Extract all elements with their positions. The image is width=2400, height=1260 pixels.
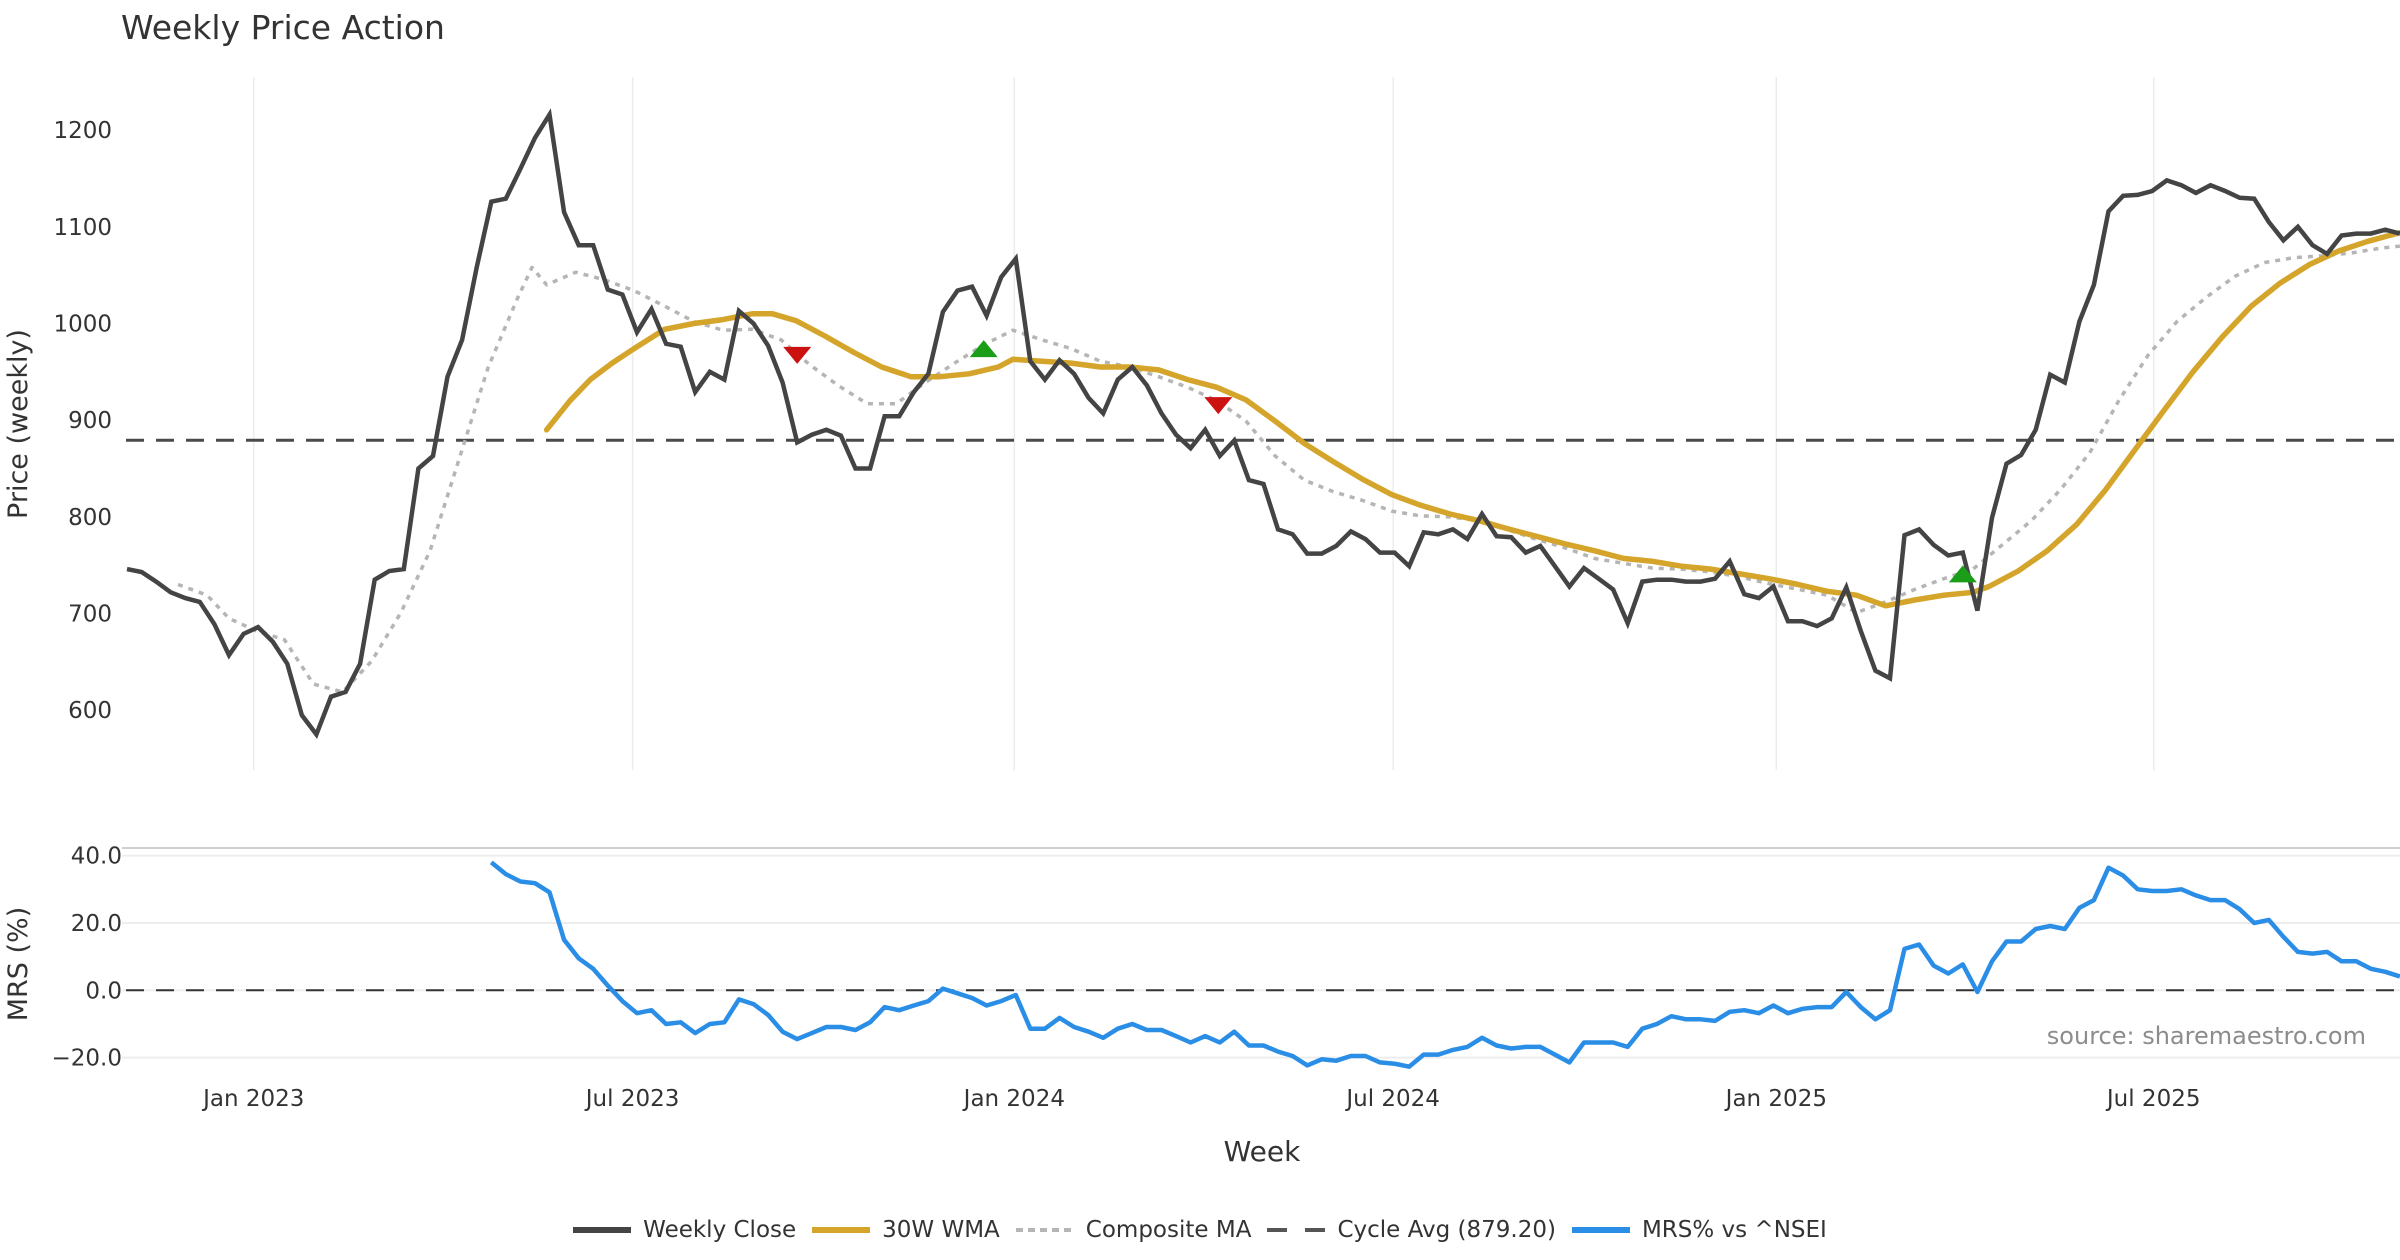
mrs-axis-label: MRS (%) bbox=[3, 907, 34, 1022]
legend-swatch-solid-line-icon bbox=[1571, 1227, 1630, 1233]
legend-swatch-solid-line-icon bbox=[573, 1227, 632, 1233]
x-tick-label: Jan 2025 bbox=[1724, 1086, 1827, 1112]
mrs-panel bbox=[126, 860, 2400, 1069]
price-y-tick-label: 1200 bbox=[53, 118, 112, 144]
legend-label: MRS% vs ^NSEI bbox=[1641, 1217, 1827, 1243]
price-y-tick-label: 600 bbox=[68, 698, 112, 724]
price-y-tick-label: 700 bbox=[68, 602, 112, 628]
price-y-tick-label: 1100 bbox=[53, 215, 112, 241]
legend-label: 30W WMA bbox=[882, 1217, 1000, 1243]
grid-layer bbox=[122, 77, 2400, 1059]
mrs-y-tick-label: 40.0 bbox=[71, 844, 122, 870]
composite-ma-line bbox=[177, 244, 2400, 694]
x-tick-label: Jul 2024 bbox=[1344, 1086, 1440, 1112]
x-tick-label: Jan 2024 bbox=[962, 1086, 1065, 1112]
x-tick-label: Jul 2023 bbox=[584, 1086, 680, 1112]
wma-30w-line bbox=[543, 229, 2400, 609]
legend-swatch-solid-line-icon bbox=[812, 1227, 871, 1233]
x-tick-label: Jan 2023 bbox=[201, 1086, 304, 1112]
legend-swatch-dashed-line-icon bbox=[1267, 1228, 1326, 1232]
mrs-y-tick-label: 0.0 bbox=[85, 978, 122, 1004]
x-tick-label: Jul 2025 bbox=[2105, 1086, 2201, 1112]
price-axis-label: Price (weekly) bbox=[3, 329, 34, 519]
sell-signal-marker-icon bbox=[783, 346, 812, 364]
mrs-line bbox=[489, 860, 2400, 1069]
legend-label: Cycle Avg (879.20) bbox=[1337, 1217, 1556, 1243]
legend-item-weekly-close[interactable]: Weekly Close bbox=[573, 1217, 796, 1243]
price-y-tick-label: 800 bbox=[68, 505, 112, 531]
chart-title: Weekly Price Action bbox=[121, 8, 445, 47]
price-y-tick-label: 1000 bbox=[53, 311, 112, 337]
legend-item-30w-wma[interactable]: 30W WMA bbox=[812, 1217, 1000, 1243]
x-axis-label: Week bbox=[1224, 1135, 1301, 1168]
legend-item-mrs[interactable]: MRS% vs ^NSEI bbox=[1571, 1217, 1827, 1243]
buy-signal-marker-icon bbox=[969, 340, 998, 358]
mrs-y-tick-label: −20.0 bbox=[52, 1046, 122, 1072]
sell-signal-marker-icon bbox=[1204, 397, 1233, 415]
source-annotation: source: sharemaestro.com bbox=[2047, 1022, 2366, 1050]
axis-layer: Price (weekly) MRS (%) Week source: shar… bbox=[3, 118, 2366, 1168]
legend-label: Weekly Close bbox=[643, 1217, 797, 1243]
price-y-tick-label: 900 bbox=[68, 408, 112, 434]
mrs-y-tick-label: 20.0 bbox=[71, 911, 122, 937]
legend-item-composite-ma[interactable]: Composite MA bbox=[1015, 1217, 1252, 1243]
price-panel bbox=[126, 108, 2400, 739]
buy-signal-marker-icon bbox=[1948, 565, 1977, 583]
legend-swatch-dotted-line-icon bbox=[1015, 1228, 1074, 1232]
weekly-close-line bbox=[126, 108, 2400, 739]
legend: Weekly Close 30W WMA Composite MA Cycle … bbox=[0, 1212, 2400, 1248]
legend-item-cycle-avg[interactable]: Cycle Avg (879.20) bbox=[1267, 1217, 1556, 1243]
legend-label: Composite MA bbox=[1085, 1217, 1252, 1243]
